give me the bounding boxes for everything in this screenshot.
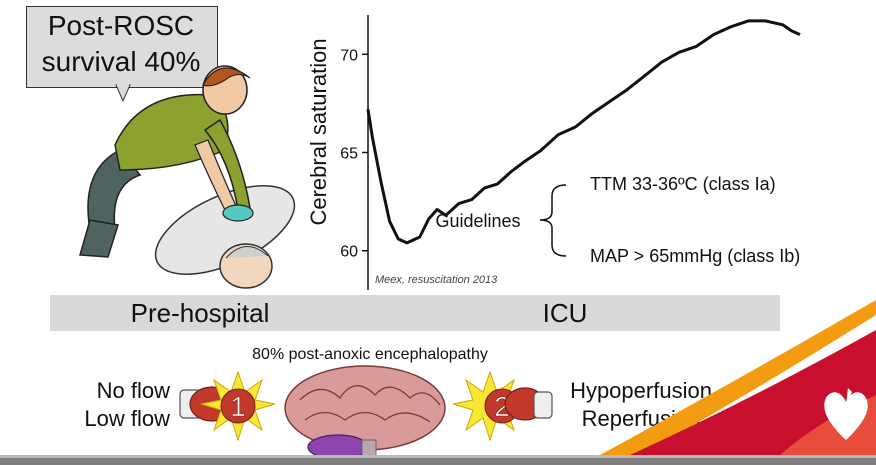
- guidelines-label: Guidelines: [435, 211, 520, 231]
- cerebral-saturation-line: [366, 19, 801, 245]
- footer-bar-highlight: [0, 455, 876, 458]
- glove: [222, 204, 254, 222]
- y-tick-label: 65: [340, 146, 358, 163]
- bubble-line-1: Post-ROSC: [47, 10, 195, 41]
- citation: Meex, resuscitation 2013: [375, 274, 498, 286]
- y-tick-label: 60: [340, 244, 358, 261]
- bubble-line-2: survival 40%: [41, 46, 201, 77]
- phase-pre-hospital: Pre-hospital: [130, 298, 270, 328]
- phase-icu: ICU: [542, 298, 588, 328]
- y-axis-label: Cerebral saturation: [306, 38, 331, 225]
- no-flow-line: No flow: [96, 378, 170, 403]
- bubble-text: Post-ROSC survival 40%: [26, 8, 216, 80]
- guidelines-brace: [539, 184, 567, 257]
- boxing-glove-icon: [504, 387, 553, 421]
- brain-icon: [284, 365, 446, 460]
- cpr-rescuer-illustration: [79, 65, 296, 289]
- low-flow-line: Low flow: [84, 406, 170, 431]
- chart-series: [366, 19, 801, 245]
- red-wave: [630, 330, 876, 455]
- footer-bar: [0, 455, 876, 465]
- phase-band: [50, 295, 780, 331]
- no-flow-text: No flow Low flow: [60, 377, 170, 433]
- map-annotation: MAP > 65mmHg (class Ib): [590, 246, 800, 266]
- chart-axes: 60 65 70: [340, 15, 369, 290]
- hypoperfusion-line: Hypoperfusion: [570, 378, 712, 403]
- heart-torch-logo: [824, 388, 868, 440]
- hit-number-1: 1: [230, 391, 246, 422]
- y-tick-label: 70: [340, 47, 358, 64]
- ttm-annotation: TTM 33-36ºC (class Ia): [590, 174, 776, 194]
- speech-bubble: [26, 6, 218, 88]
- encephalopathy-label: 80% post-anoxic encephalopathy: [252, 346, 488, 363]
